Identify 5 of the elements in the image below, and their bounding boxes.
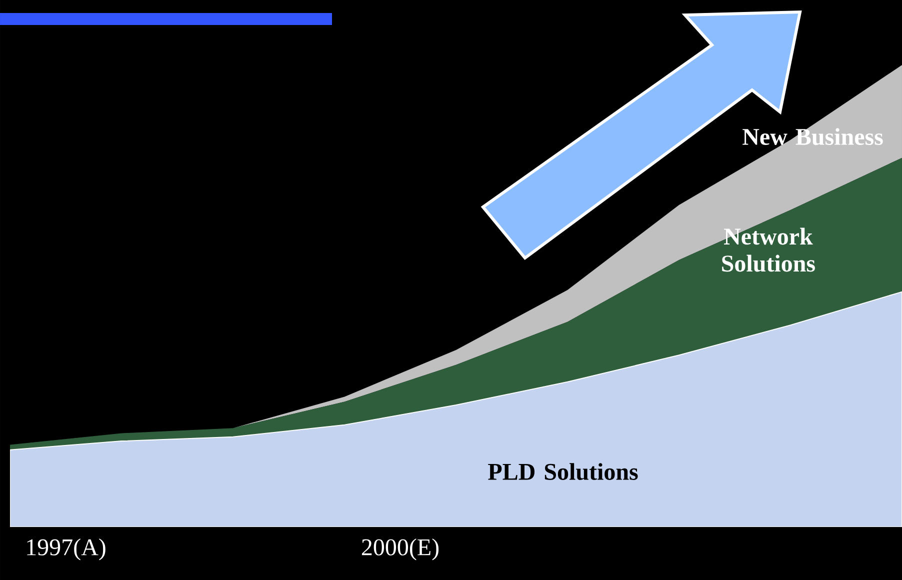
x-tick-label: 2000(E) xyxy=(362,538,439,560)
series-label: PLD Solutions xyxy=(488,463,638,480)
series-label: New Business xyxy=(742,128,883,146)
series-label: Network Solutions xyxy=(722,228,815,272)
x-tick-label: 1997(A) xyxy=(27,538,106,560)
